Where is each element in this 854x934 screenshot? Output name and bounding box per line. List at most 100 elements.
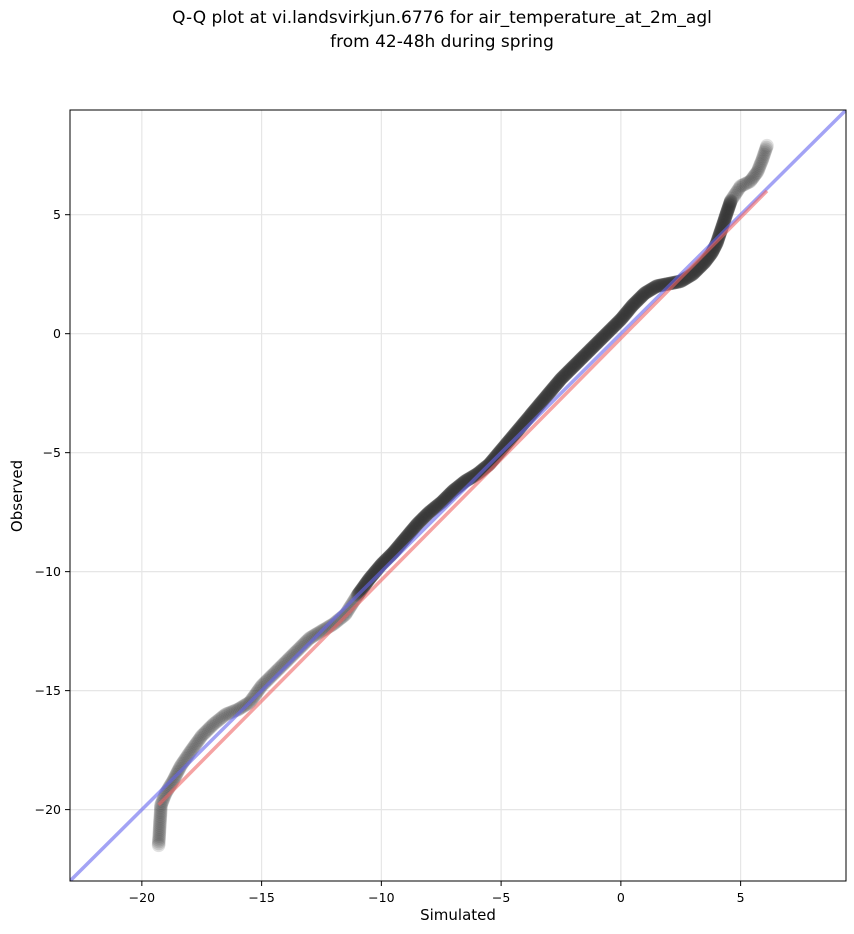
quantile-point xyxy=(591,334,606,349)
quantile-point xyxy=(759,140,774,155)
quantile-point xyxy=(621,304,635,318)
quantile-point xyxy=(499,437,514,451)
quantile-point xyxy=(530,400,544,415)
quantile-point xyxy=(186,741,200,755)
quantile-point xyxy=(575,350,590,365)
quantile-point xyxy=(546,381,561,395)
quantile-point xyxy=(152,827,167,842)
quantile-point xyxy=(435,494,450,509)
quantile-point xyxy=(652,278,666,293)
quantile-point xyxy=(427,501,441,516)
quantile-point xyxy=(430,499,445,513)
quantile-point xyxy=(205,718,220,733)
quantile-point xyxy=(576,350,590,364)
quantile-point xyxy=(550,376,565,391)
quantile-point xyxy=(431,498,446,512)
quantile-point xyxy=(498,438,513,452)
quantile-point xyxy=(719,207,734,221)
quantile-point xyxy=(211,713,225,728)
quantile-point xyxy=(630,293,645,308)
quantile-point xyxy=(581,345,595,359)
quantile-point xyxy=(579,347,593,362)
quantile-point xyxy=(611,314,626,329)
quantile-point xyxy=(554,371,569,386)
quantile-point xyxy=(552,374,566,389)
quantile-point xyxy=(427,501,442,515)
quantile-point xyxy=(717,213,732,228)
quantile-point xyxy=(541,387,555,401)
quantile-point xyxy=(594,332,608,347)
quantile-point xyxy=(737,177,751,192)
quantile-point xyxy=(171,763,186,777)
quantile-point xyxy=(617,308,631,323)
quantile-point xyxy=(197,726,212,740)
quantile-point xyxy=(154,799,168,814)
quantile-point xyxy=(152,822,167,836)
quantile-point xyxy=(499,436,514,451)
quantile-point xyxy=(204,719,218,734)
quantile-point xyxy=(559,366,574,381)
quantile-point xyxy=(447,483,462,497)
quantile-point xyxy=(759,142,773,157)
quantile-point xyxy=(426,502,441,516)
quantile-point xyxy=(724,194,738,208)
quantile-point xyxy=(426,502,440,517)
quantile-point xyxy=(647,280,662,295)
quantile-point xyxy=(546,381,560,396)
quantile-point xyxy=(529,401,543,416)
quantile-point xyxy=(502,433,517,448)
quantile-point xyxy=(718,212,732,226)
quantile-point xyxy=(603,323,617,337)
quantile-point xyxy=(585,340,600,355)
quantile-point xyxy=(561,365,575,379)
quantile-point xyxy=(429,499,444,513)
quantile-point xyxy=(560,366,574,381)
quantile-point xyxy=(402,526,417,541)
quantile-point xyxy=(605,321,619,336)
quantile-point xyxy=(603,323,617,338)
quantile-point xyxy=(214,711,228,725)
quantile-point xyxy=(435,495,449,509)
quantile-point xyxy=(600,326,614,340)
quantile-point xyxy=(539,389,554,403)
quantile-point xyxy=(640,285,654,299)
quantile-point xyxy=(537,392,551,407)
quantile-point xyxy=(583,342,598,357)
quantile-point xyxy=(622,303,636,317)
quantile-point xyxy=(501,434,516,449)
quantile-point xyxy=(441,489,455,503)
quantile-point xyxy=(153,814,167,829)
quantile-point xyxy=(446,483,461,498)
quantile-point xyxy=(646,281,660,296)
quantile-point xyxy=(440,489,455,504)
quantile-point xyxy=(360,575,375,589)
y-tick-label: 5 xyxy=(53,207,61,222)
quantile-point xyxy=(571,355,585,370)
quantile-point xyxy=(720,205,734,220)
quantile-point xyxy=(751,163,765,177)
quantile-point xyxy=(569,356,584,371)
quantile-point xyxy=(418,508,433,523)
quantile-point xyxy=(502,434,516,448)
quantile-point xyxy=(565,361,579,375)
quantile-point xyxy=(304,630,318,645)
quantile-point xyxy=(647,280,661,295)
quantile-point xyxy=(596,329,611,344)
quantile-point xyxy=(553,373,567,387)
quantile-point xyxy=(624,299,639,314)
quantile-point xyxy=(531,399,545,414)
quantile-point xyxy=(595,331,609,346)
quantile-point xyxy=(624,300,638,314)
quantile-point xyxy=(589,337,603,351)
quantile-point xyxy=(599,326,614,341)
quantile-point xyxy=(747,169,762,183)
x-tick-label: −15 xyxy=(248,890,274,905)
quantile-point xyxy=(192,732,207,746)
quantile-point xyxy=(533,397,547,411)
quantile-point xyxy=(408,519,423,533)
x-axis-label: Simulated xyxy=(420,906,496,924)
quantile-point xyxy=(540,388,555,402)
quantile-point xyxy=(467,469,481,483)
quantile-point xyxy=(445,485,459,499)
quantile-point xyxy=(425,503,439,517)
